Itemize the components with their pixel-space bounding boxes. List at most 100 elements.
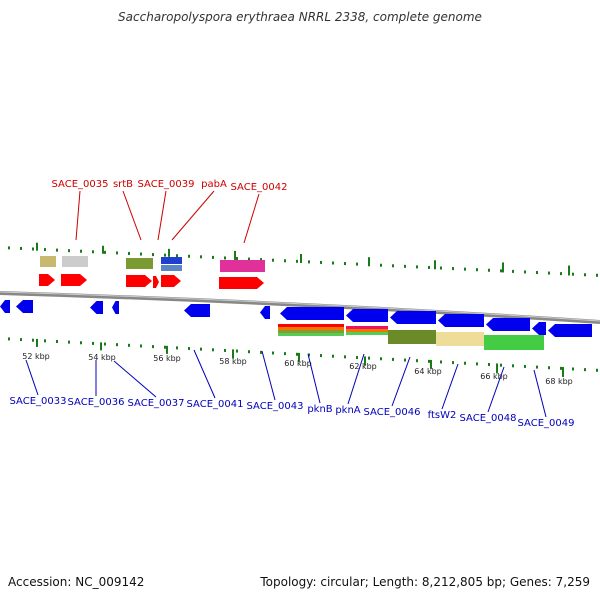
tick-dot xyxy=(392,264,394,268)
leader-line xyxy=(487,366,505,413)
tick-dot xyxy=(260,350,262,354)
tick-dot xyxy=(32,247,34,251)
genome-summary-text: Topology: circular; Length: 8,212,805 bp… xyxy=(260,575,590,589)
leader-line xyxy=(113,360,157,398)
tick-dot xyxy=(44,339,46,343)
tick-dot xyxy=(464,361,466,365)
feature-box xyxy=(161,265,182,271)
feature-box xyxy=(220,260,265,272)
scale-labels: 52 kbp 54 kbp 56 kbp 58 kbp 60 kbp 62 kbp 64 k… xyxy=(22,352,573,386)
reverse-gene-arrow xyxy=(260,306,270,319)
feature-track xyxy=(40,256,544,350)
major-tick xyxy=(568,265,570,276)
tick-dot xyxy=(548,271,550,275)
reverse-strand-genes xyxy=(0,300,592,337)
tick-dot xyxy=(404,264,406,268)
tick-dot xyxy=(428,359,430,363)
tick-dot xyxy=(380,357,382,361)
scale-label: 62 kbp xyxy=(349,362,377,371)
tick-dot xyxy=(56,248,58,252)
tick-dot xyxy=(92,250,94,254)
tick-dot xyxy=(368,356,370,360)
map-title: Saccharopolyspora erythraea NRRL 2338, c… xyxy=(118,10,482,24)
tick-dot xyxy=(176,346,178,350)
tick-dot xyxy=(308,353,310,357)
tick-dot xyxy=(512,269,514,273)
leader-line xyxy=(307,353,321,404)
reverse-gene-arrow xyxy=(532,322,546,335)
feature-stripe xyxy=(278,333,344,336)
tick-dot xyxy=(452,361,454,365)
tick-dot xyxy=(440,360,442,364)
tick-dot xyxy=(344,355,346,359)
tick-dot xyxy=(20,338,22,342)
reverse-gene-arrow xyxy=(280,307,344,320)
tick-dot xyxy=(536,271,538,275)
tick-dot xyxy=(560,366,562,370)
feature-box xyxy=(161,257,182,264)
reverse-gene-arrow xyxy=(90,301,103,314)
tick-dot xyxy=(20,246,22,250)
tick-dot xyxy=(440,266,442,270)
forward-gene-arrow xyxy=(126,275,152,287)
tick-dot xyxy=(584,368,586,372)
tick-dot xyxy=(572,367,574,371)
major-tick xyxy=(368,257,370,267)
tick-dot xyxy=(104,342,106,346)
tick-dot xyxy=(284,259,286,263)
tick-dot xyxy=(80,249,82,253)
feature-stripe xyxy=(278,327,344,330)
gene-label-reverse: ftsW2 xyxy=(428,410,457,421)
scale-label: 66 kbp xyxy=(480,372,508,381)
tick-dot xyxy=(596,368,598,372)
forward-tick-track xyxy=(8,242,598,277)
tick-dot xyxy=(404,358,406,362)
tick-dot xyxy=(524,270,526,274)
tick-dot xyxy=(296,352,298,356)
reverse-labels: SACE_0033 SACE_0036 SACE_0037 SACE_0041 SACE… xyxy=(10,349,574,429)
reverse-gene-arrow xyxy=(486,318,530,331)
tick-dot xyxy=(392,357,394,361)
feature-stripe xyxy=(346,332,388,335)
forward-gene-arrow xyxy=(219,277,264,289)
tick-dot xyxy=(488,268,490,272)
scale-label: 64 kbp xyxy=(414,367,442,376)
feature-box xyxy=(40,256,56,267)
gene-label-reverse: SACE_0041 xyxy=(187,399,244,410)
tick-dot xyxy=(212,348,214,352)
tick-dot xyxy=(272,258,274,262)
tick-dot xyxy=(488,363,490,367)
tick-dot xyxy=(188,347,190,351)
major-tick xyxy=(36,338,38,347)
leader-line xyxy=(122,190,142,241)
forward-strand-genes xyxy=(39,274,264,289)
major-tick xyxy=(364,356,366,366)
leader-line xyxy=(75,190,81,241)
gene-label-reverse: SACE_0033 xyxy=(10,396,67,407)
major-tick xyxy=(234,250,236,260)
accession-text: Accession: NC_009142 xyxy=(8,575,145,589)
gene-label-forward: srtB xyxy=(113,179,133,190)
tick-dot xyxy=(500,269,502,273)
tick-dot xyxy=(356,355,358,359)
scale-label: 56 kbp xyxy=(153,354,181,363)
tick-dot xyxy=(68,249,70,253)
tick-dot xyxy=(512,364,514,368)
scale-label: 68 kbp xyxy=(545,377,573,386)
tick-dot xyxy=(332,354,334,358)
tick-dot xyxy=(476,362,478,366)
gene-label-reverse: SACE_0036 xyxy=(68,397,125,408)
gene-label-forward: SACE_0042 xyxy=(231,182,288,193)
leader-line xyxy=(441,363,459,410)
tick-dot xyxy=(260,258,262,262)
backbone-line xyxy=(0,291,600,324)
tick-dot xyxy=(584,273,586,277)
tick-dot xyxy=(68,340,70,344)
tick-dot xyxy=(416,359,418,363)
reverse-gene-arrow xyxy=(548,324,592,337)
tick-dot xyxy=(596,273,598,277)
tick-dot xyxy=(104,250,106,254)
tick-dot xyxy=(356,262,358,266)
